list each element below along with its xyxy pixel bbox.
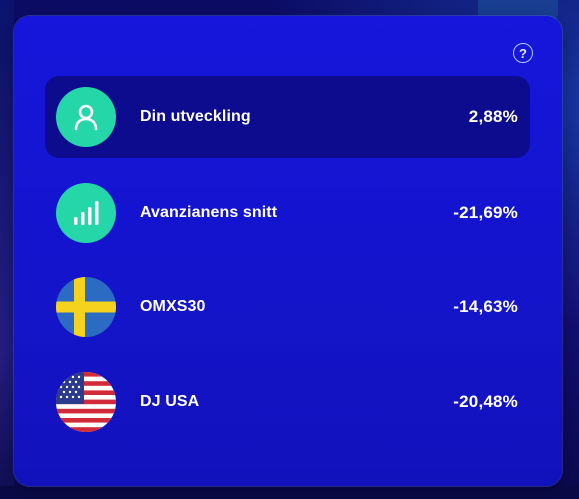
row-label: Avanzianens snitt: [140, 204, 278, 221]
row-value: -20,48%: [453, 392, 518, 411]
sweden-flag-icon: [56, 277, 116, 337]
question-circle-icon: ?: [519, 45, 527, 61]
row-label: DJ USA: [140, 393, 200, 410]
performance-card: ? Din utveckling 2,88% Avanzianens snitt…: [14, 16, 562, 486]
row-label: OMXS30: [140, 298, 206, 315]
row-omxs30[interactable]: OMXS30 -14,63%: [45, 266, 530, 348]
row-value: 2,88%: [468, 107, 518, 126]
background-left-strip: [0, 0, 14, 499]
signal-bars-icon: [56, 183, 116, 243]
row-dj-usa[interactable]: DJ USA -20,48%: [45, 361, 530, 443]
row-label: Din utveckling: [140, 108, 251, 125]
row-avanzianens-snitt[interactable]: Avanzianens snitt -21,69%: [45, 172, 530, 254]
help-button[interactable]: ?: [513, 43, 533, 63]
row-value: -21,69%: [453, 203, 518, 222]
person-icon: [56, 87, 116, 147]
background-bottom-strip: [0, 486, 579, 499]
row-din-utveckling[interactable]: Din utveckling 2,88%: [45, 76, 530, 158]
usa-flag-icon: [56, 372, 116, 432]
background-tab: [478, 0, 558, 20]
row-value: -14,63%: [453, 297, 518, 316]
